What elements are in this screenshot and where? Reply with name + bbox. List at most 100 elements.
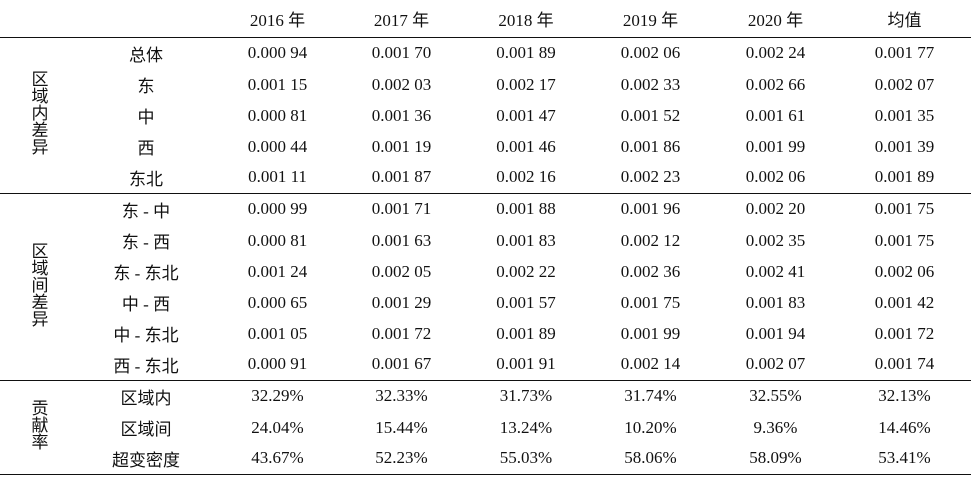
- row-label: 区域间: [120, 420, 172, 439]
- table-cell: 0.000 81: [247, 105, 308, 125]
- table-cell: 0.001 77: [874, 43, 935, 63]
- table-cell: 0.000 94: [247, 43, 308, 63]
- table-row: 西 - 东北 0.000 91 0.001 67 0.001 91 0.002 14 0.…: [0, 349, 971, 380]
- table-cell: 0.001 75: [874, 230, 935, 250]
- table-row: 中 - 西 0.000 65 0.001 29 0.001 57 0.001 75 0.0…: [0, 287, 971, 318]
- table-cell: 0.001 11: [248, 167, 307, 187]
- table-cell: 13.24%: [499, 417, 553, 437]
- table-cell: 0.002 33: [620, 74, 681, 94]
- table-header: 2016 年 2017 年 2018 年 2019 年 2020 年 均值: [0, 0, 971, 38]
- table-cell: 0.001 24: [247, 261, 308, 281]
- table-cell: 31.73%: [499, 386, 553, 406]
- table-cell: 0.001 57: [496, 292, 556, 312]
- header-blank: [76, 0, 216, 38]
- row-label: 东北: [129, 169, 163, 189]
- table-cell: 0.000 81: [247, 230, 308, 250]
- table-cell: 0.001 05: [247, 323, 308, 343]
- table-cell: 0.002 05: [371, 261, 432, 281]
- group-label-cell: 贡献率: [0, 380, 76, 474]
- table-row: 区域间 24.04% 15.44% 13.24% 10.20% 9.36% 14.46%: [0, 412, 971, 443]
- table-cell: 0.002 12: [620, 230, 681, 250]
- table-row: 区域内差异 总体 0.000 94 0.001 70 0.001 89 0.002 06 0…: [0, 37, 971, 155]
- table-cell: 53.41%: [878, 448, 931, 468]
- table-row: 贡献率 区域内 32.29% 32.33% 31.73% 31.74% 32.55% 32.1…: [0, 380, 971, 450]
- table-cell: 0.002 14: [620, 354, 681, 374]
- table-cell: 0.001 71: [371, 199, 432, 219]
- table-cell: 32.29%: [251, 386, 304, 406]
- row-label: 东 - 中: [121, 201, 171, 221]
- table-cell: 0.001 87: [371, 167, 432, 187]
- table-cell: 0.001 46: [496, 136, 556, 156]
- table-cell: 0.002 06: [745, 167, 806, 187]
- table-cell: 0.001 99: [745, 136, 806, 156]
- row-label: 西 - 东北: [113, 356, 179, 376]
- table-cell: 0.001 74: [874, 354, 935, 374]
- table-cell: 0.001 47: [496, 105, 556, 125]
- table-cell: 0.001 83: [745, 292, 806, 312]
- column-header: 均值: [838, 0, 971, 38]
- row-label: 东 - 东北: [113, 264, 179, 283]
- table-cell: 0.002 23: [620, 167, 681, 187]
- table-cell: 0.002 03: [371, 74, 432, 94]
- table-cell: 0.001 89: [496, 323, 556, 343]
- table-cell: 14.46%: [878, 417, 931, 437]
- table-row: 西 0.000 44 0.001 19 0.001 46 0.001 86 0.001 9…: [0, 131, 971, 162]
- table-cell: 0.000 44: [247, 136, 308, 156]
- row-label: 区域内: [120, 388, 172, 408]
- table-cell: 0.001 61: [745, 105, 806, 125]
- table-cell: 0.002 06: [620, 43, 681, 63]
- table-cell: 58.06%: [624, 448, 677, 468]
- row-label: 超变密度: [112, 450, 180, 470]
- group-label-cell: 区域间差异: [0, 193, 76, 380]
- table-cell: 24.04%: [251, 417, 304, 437]
- column-header: 2018 年: [464, 0, 588, 38]
- table-cell: 0.001 72: [371, 323, 432, 343]
- row-label: 中: [137, 108, 155, 127]
- table-cell: 31.74%: [624, 386, 677, 406]
- row-label: 东 - 西: [121, 233, 171, 252]
- table-cell: 15.44%: [375, 417, 428, 437]
- table-cell: 0.001 67: [371, 354, 432, 374]
- group-label: 区域内差异: [28, 70, 48, 155]
- table-cell: 0.001 35: [874, 105, 935, 125]
- table-cell: 32.13%: [878, 386, 931, 406]
- header-row: 2016 年 2017 年 2018 年 2019 年 2020 年 均值: [0, 0, 971, 38]
- table-cell: 0.000 99: [247, 199, 308, 219]
- column-header: 2016 年: [216, 0, 339, 38]
- group-label: 贡献率: [28, 399, 48, 450]
- table-cell: 0.002 07: [745, 354, 806, 374]
- table-row: 中 0.000 81 0.001 36 0.001 47 0.001 52 0.001 6…: [0, 100, 971, 131]
- table-row: 东 0.001 15 0.002 03 0.002 17 0.002 33 0.002 6…: [0, 69, 971, 100]
- table-cell: 0.001 29: [371, 292, 432, 312]
- table-cell: 0.000 91: [247, 354, 308, 374]
- table-row: 区域间差异 东 - 中 0.000 99 0.001 71 0.001 88 0.001 …: [0, 193, 971, 326]
- table-row: 东 - 东北 0.001 24 0.002 05 0.002 22 0.002 36 0.…: [0, 256, 971, 287]
- table-cell: 0.001 86: [620, 136, 681, 156]
- table-cell: 0.002 24: [745, 43, 806, 63]
- group-label: 区域间差异: [28, 241, 48, 327]
- table-cell: 0.001 83: [496, 230, 556, 250]
- row-label: 东: [137, 77, 155, 96]
- table-cell: 0.002 66: [745, 74, 806, 94]
- table-cell: 32.33%: [375, 386, 428, 406]
- table-cell: 0.001 89: [874, 167, 935, 187]
- table-cell: 0.002 07: [874, 74, 935, 94]
- table-cell: 0.001 70: [371, 43, 432, 63]
- table-cell: 0.002 41: [745, 261, 806, 281]
- table-cell: 32.55%: [749, 386, 802, 406]
- table-cell: 0.002 16: [496, 167, 556, 187]
- table-cell: 0.001 39: [874, 136, 935, 156]
- table-cell: 0.001 99: [620, 323, 681, 343]
- table-cell: 0.001 91: [496, 354, 556, 374]
- group-label-cell: 区域内差异: [0, 37, 76, 193]
- table-row: 中 - 东北 0.001 05 0.001 72 0.001 89 0.001 99 0.…: [0, 318, 971, 349]
- table-cell: 0.001 63: [371, 230, 432, 250]
- table-cell: 0.002 17: [496, 74, 556, 94]
- table-cell: 0.001 88: [496, 199, 556, 219]
- table-cell: 43.67%: [251, 448, 304, 468]
- table-row: 东 - 西 0.000 81 0.001 63 0.001 83 0.002 12 0.0…: [0, 225, 971, 256]
- table-cell: 0.002 35: [745, 230, 806, 250]
- column-header: 2017 年: [339, 0, 464, 38]
- table-cell: 52.23%: [375, 448, 428, 468]
